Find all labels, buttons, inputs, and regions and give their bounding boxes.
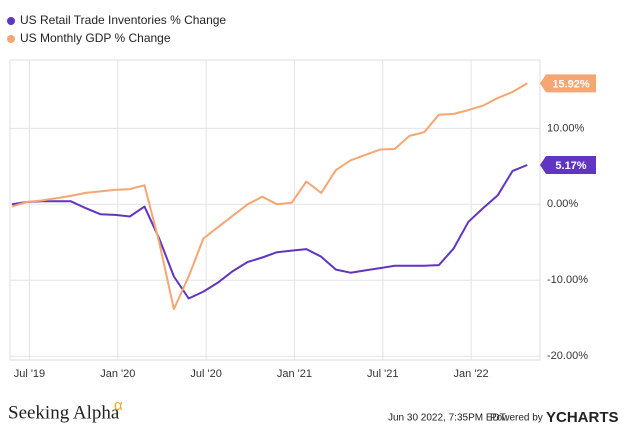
powered-by: Powered by bbox=[490, 413, 543, 424]
y-tick-label: 10.00% bbox=[547, 122, 585, 134]
y-tick-label: 0.00% bbox=[547, 198, 578, 210]
series-line bbox=[11, 82, 528, 311]
brand: Seeking Alpha bbox=[8, 402, 120, 423]
x-tick-label: Jan '22 bbox=[454, 368, 489, 380]
end-label: 5.17% bbox=[555, 160, 586, 172]
legend-label: US Retail Trade Inventories % Change bbox=[20, 13, 226, 27]
legend-marker bbox=[7, 35, 15, 43]
series-line bbox=[11, 164, 528, 300]
end-label-box bbox=[540, 74, 596, 93]
y-tick-label: -10.00% bbox=[547, 274, 588, 286]
plot-area bbox=[9, 59, 541, 361]
timestamp: Jun 30 2022, 7:35PM EDT. bbox=[388, 413, 508, 424]
provider: YCHARTS bbox=[546, 409, 619, 426]
x-tick-label: Jul '19 bbox=[14, 368, 45, 380]
legend-label: US Monthly GDP % Change bbox=[20, 31, 171, 45]
y-tick-label: -20.00% bbox=[547, 350, 588, 362]
end-label: 15.92% bbox=[552, 78, 590, 90]
brand-mark: α bbox=[114, 397, 123, 414]
x-tick-label: Jan '20 bbox=[100, 368, 135, 380]
x-tick-label: Jan '21 bbox=[277, 368, 312, 380]
legend-marker bbox=[7, 17, 15, 25]
x-tick-label: Jul '20 bbox=[190, 368, 221, 380]
x-tick-label: Jul '21 bbox=[367, 368, 398, 380]
end-label-box bbox=[540, 156, 596, 175]
